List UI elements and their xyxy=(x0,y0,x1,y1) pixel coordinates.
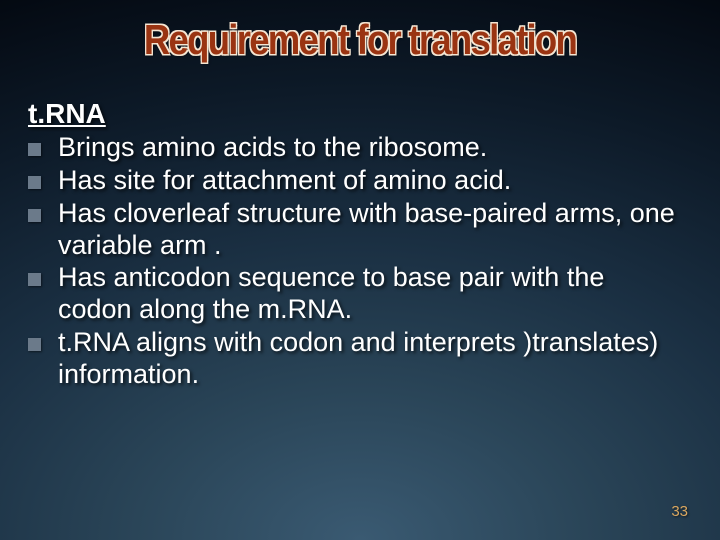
bullet-text: Has anticodon sequence to base pair with… xyxy=(58,262,684,326)
bullet-text: Has site for attachment of amino acid. xyxy=(58,165,511,197)
slide-container: Requirement for translation t.RNA Brings… xyxy=(0,0,720,540)
page-number: 33 xyxy=(671,503,688,520)
slide-content: t.RNA Brings amino acids to the ribosome… xyxy=(28,98,692,391)
bullet-square-icon xyxy=(28,209,41,222)
slide-title: Requirement for translation xyxy=(71,16,649,64)
list-item: Brings amino acids to the ribosome. xyxy=(28,132,684,164)
bullet-text: Brings amino acids to the ribosome. xyxy=(58,132,487,164)
bullet-text: t.RNA aligns with codon and interprets )… xyxy=(58,327,684,391)
bullet-square-icon xyxy=(28,273,41,286)
bullet-text: Has cloverleaf structure with base-paire… xyxy=(58,198,684,262)
list-item: Has site for attachment of amino acid. xyxy=(28,165,684,197)
list-item: t.RNA aligns with codon and interprets )… xyxy=(28,327,684,391)
bullet-square-icon xyxy=(28,176,41,189)
section-header: t.RNA xyxy=(28,98,684,130)
bullet-list: Brings amino acids to the ribosome. Has … xyxy=(28,132,684,391)
list-item: Has anticodon sequence to base pair with… xyxy=(28,262,684,326)
bullet-square-icon xyxy=(28,338,41,351)
list-item: Has cloverleaf structure with base-paire… xyxy=(28,198,684,262)
bullet-square-icon xyxy=(28,143,41,156)
